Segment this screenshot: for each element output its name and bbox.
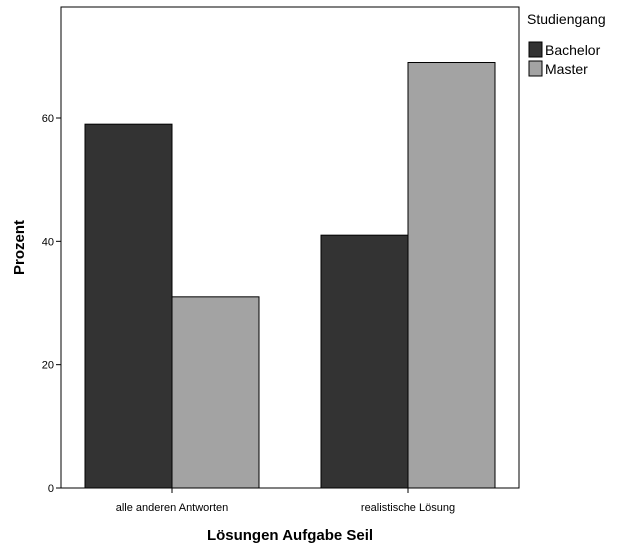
y-tick-label-3: 60 [42,113,54,125]
legend-label-master: Master [545,61,588,77]
y-tick-label-1: 20 [42,360,54,372]
legend-items: Bachelor Master [528,41,601,77]
y-tick-label-2: 40 [42,236,54,248]
y-tick-label-0: 0 [48,483,54,495]
bar-master-1 [407,62,496,489]
y-axis-title: Prozent [11,220,28,275]
bar-bachelor-1 [320,234,409,489]
legend-swatch-master [528,60,543,77]
legend-swatch-bachelor [528,41,543,58]
x-tick-label-1: realistische Lösung [361,502,455,514]
legend: Studiengang Bachelor Master [527,11,606,77]
legend-label-bachelor: Bachelor [545,42,601,58]
y-axis: 0 20 40 60 [42,113,61,495]
bar-master-0 [171,296,260,489]
bars-layer [84,62,496,489]
x-tick-label-0: alle anderen Antworten [116,502,229,514]
x-axis: alle anderen Antworten realistische Lösun… [116,488,455,514]
legend-title: Studiengang [527,11,606,27]
x-axis-title: Lösungen Aufgabe Seil [207,527,373,544]
bar-bachelor-0 [84,123,173,489]
